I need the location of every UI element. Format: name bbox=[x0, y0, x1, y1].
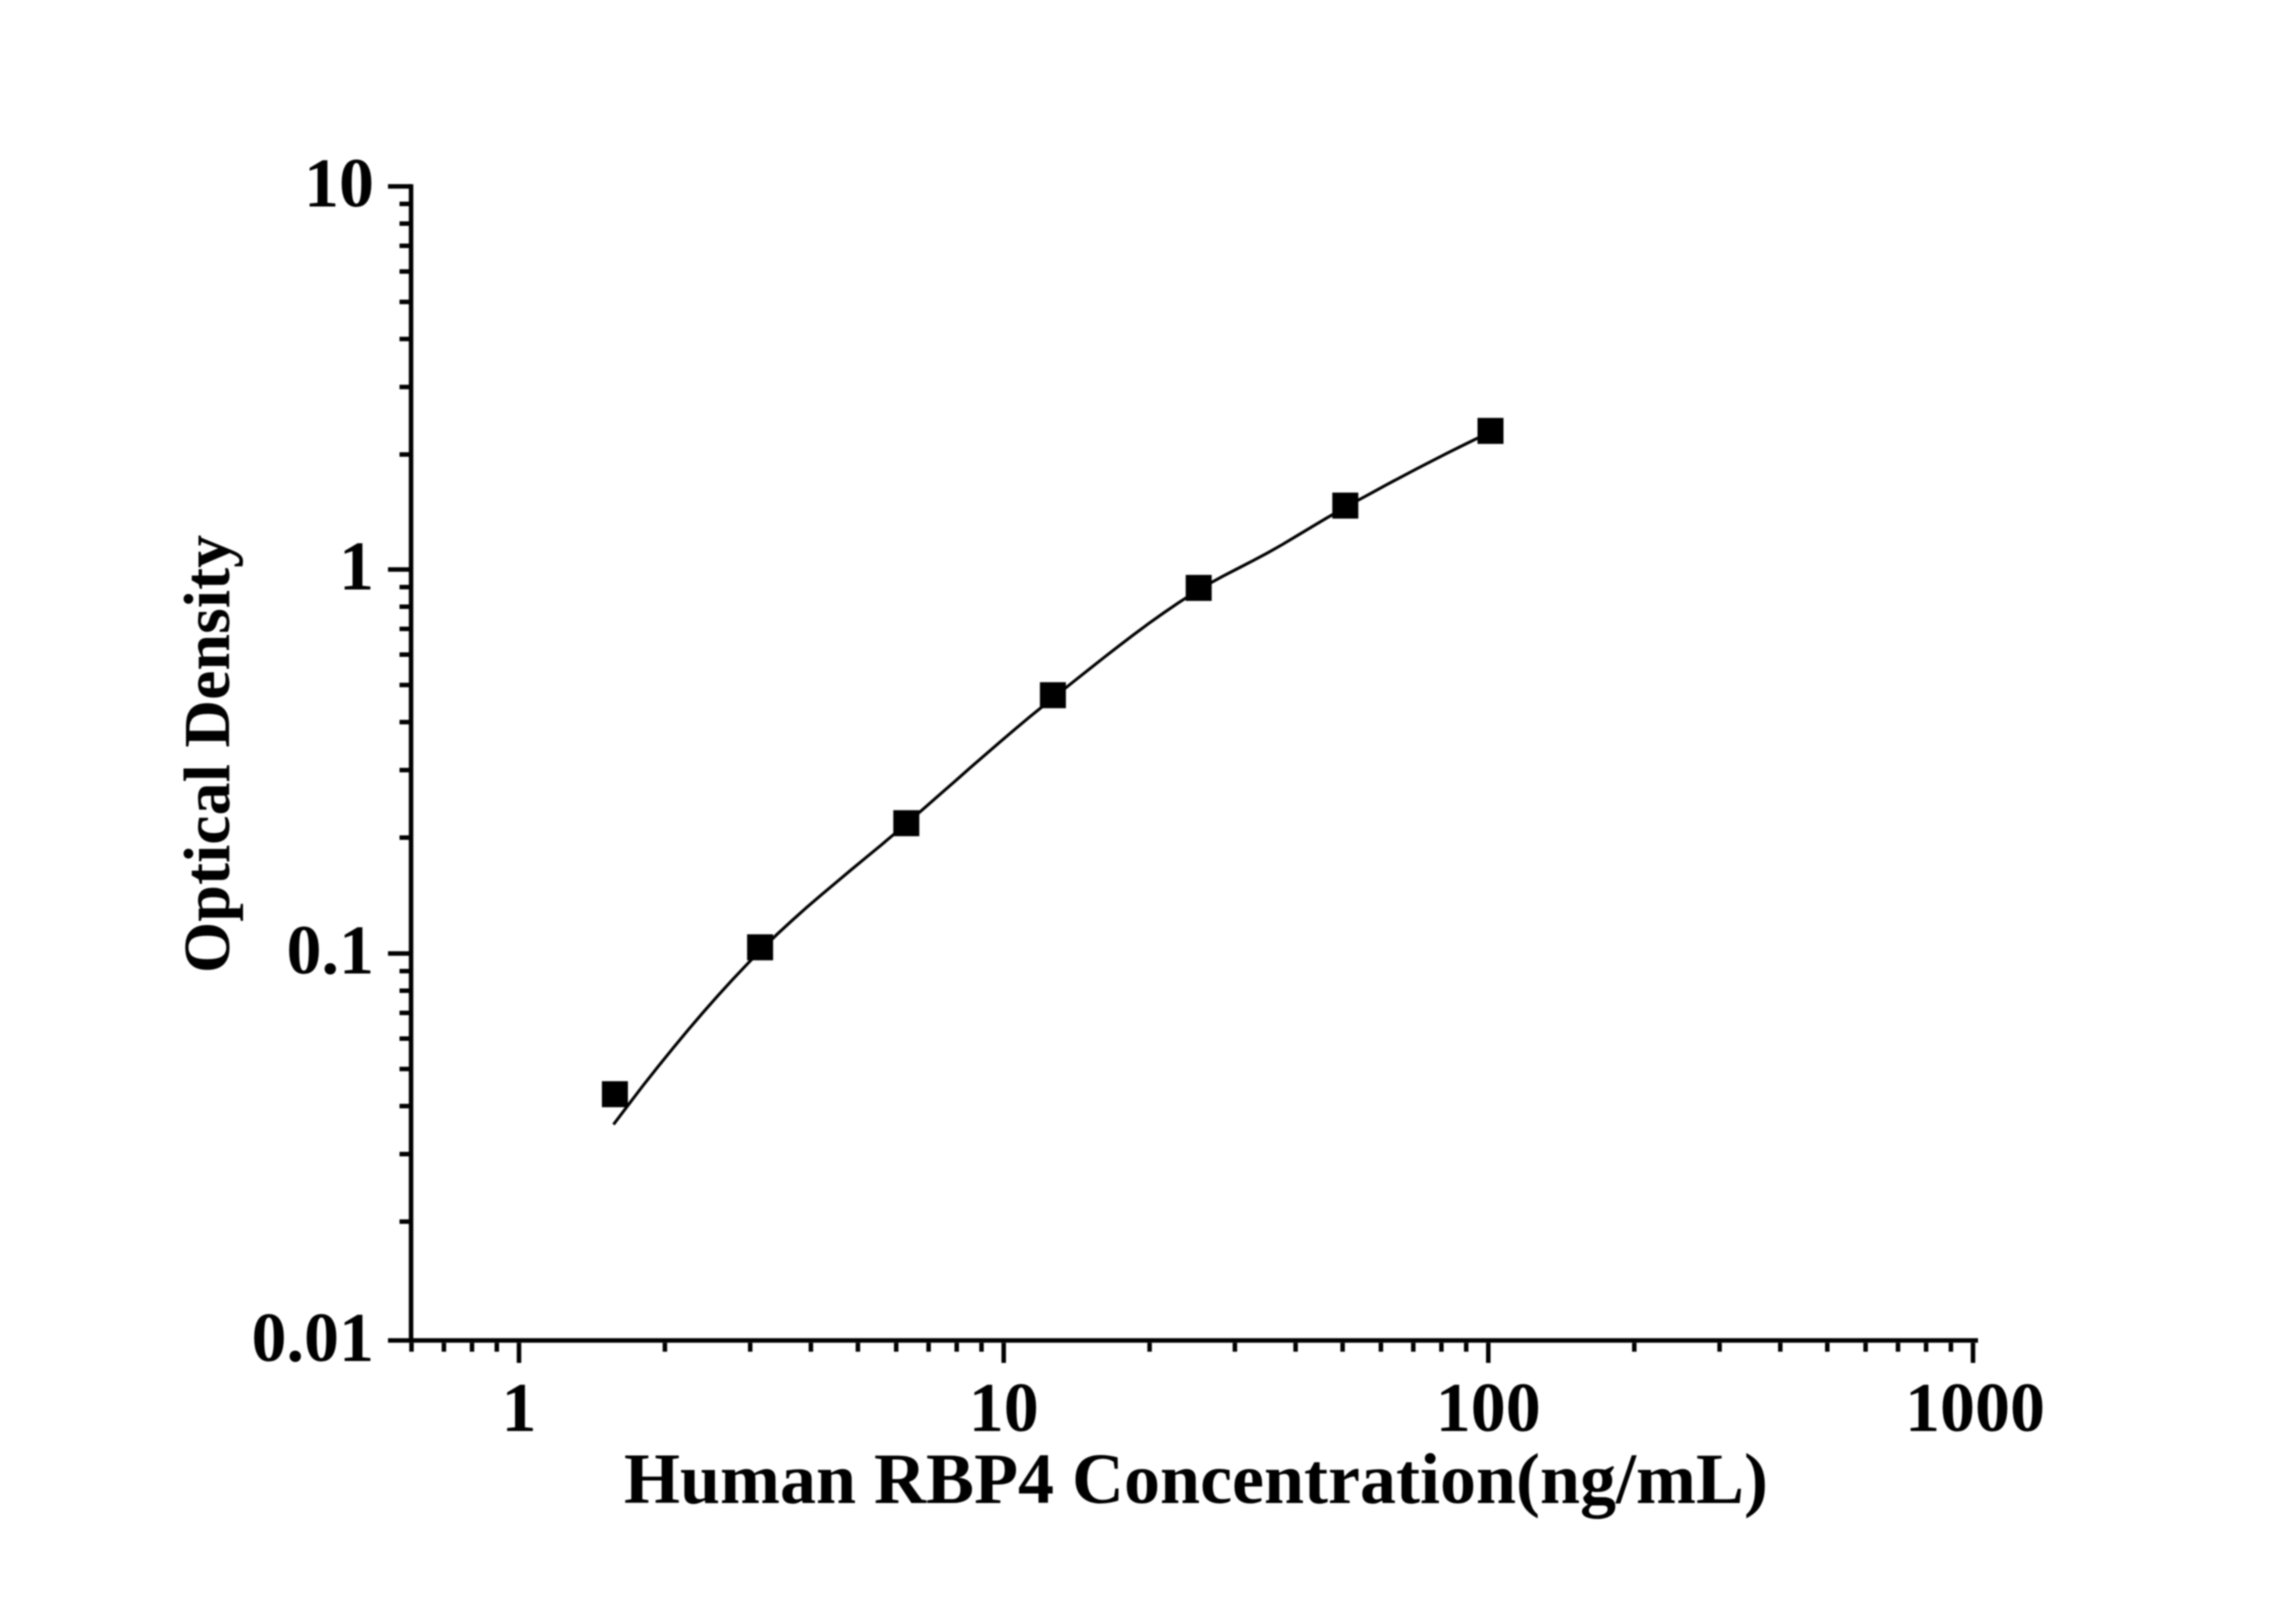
svg-text:Human RBP4 Concentration(ng/mL: Human RBP4 Concentration(ng/mL) bbox=[624, 1439, 1768, 1519]
svg-text:10: 10 bbox=[304, 146, 374, 223]
svg-text:1: 1 bbox=[502, 1370, 537, 1447]
svg-text:100: 100 bbox=[1436, 1370, 1541, 1447]
svg-text:0.01: 0.01 bbox=[252, 1300, 375, 1377]
svg-text:1: 1 bbox=[339, 529, 374, 606]
svg-text:Optical Density: Optical Density bbox=[171, 535, 244, 973]
svg-text:0.1: 0.1 bbox=[287, 913, 375, 990]
svg-text:1000: 1000 bbox=[1905, 1370, 2045, 1447]
svg-text:10: 10 bbox=[969, 1370, 1039, 1447]
